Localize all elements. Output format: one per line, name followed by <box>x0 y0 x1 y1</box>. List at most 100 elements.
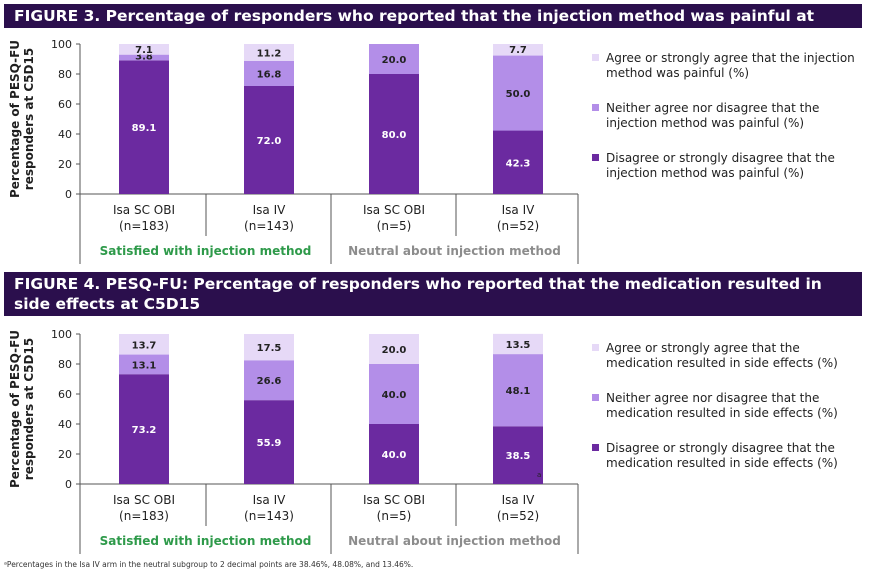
y-tick-label: 100 <box>51 38 72 51</box>
data-label: 42.3 <box>506 158 531 169</box>
category-label: Isa IV <box>253 203 286 217</box>
bar-segment-1 <box>119 54 169 61</box>
data-label: 55.9 <box>257 438 282 449</box>
bar-segment-1 <box>244 360 294 401</box>
legend-label: Agree or strongly agree that the medicati… <box>606 341 838 370</box>
y-tick-label: 80 <box>58 68 72 81</box>
bar-segment-2 <box>119 44 169 55</box>
data-label: 7.1 <box>135 45 153 56</box>
bar-segment-0 <box>369 74 419 194</box>
legend-label: Neither agree nor disagree that the injec… <box>606 101 819 130</box>
figure-4-title: FIGURE 4. PESQ-FU: Percentage of respond… <box>4 272 862 316</box>
bar-segment-1 <box>244 60 294 86</box>
category-label: Isa IV <box>502 203 535 217</box>
legend-swatch <box>592 104 599 111</box>
legend-label-line: Agree or strongly agree that the <box>606 341 800 355</box>
y-tick-label: 80 <box>58 358 72 371</box>
category-label: Isa IV <box>253 493 286 507</box>
legend-label-line: Disagree or strongly disagree that the <box>606 151 835 165</box>
data-label: 40.0 <box>382 450 407 461</box>
category-n-label: (n=143) <box>244 509 294 523</box>
data-label: 48.1 <box>506 386 531 397</box>
group-label: Satisfied with injection method <box>100 244 312 258</box>
bar-segment-2 <box>119 334 169 355</box>
category-label: Isa SC OBI <box>363 493 425 507</box>
bar-segment-0 <box>369 424 419 484</box>
category-n-label: (n=5) <box>377 219 412 233</box>
legend-label: Agree or strongly agree that the injecti… <box>606 51 855 80</box>
figure-3-chart: Percentage of PESQ-FUresponders at C5D15… <box>8 38 855 264</box>
category-label: Isa SC OBI <box>113 493 175 507</box>
legend-label: Disagree or strongly disagree that the in… <box>606 151 835 180</box>
bar-segment-2 <box>493 44 543 56</box>
legend-label-line: medication resulted in side effects (%) <box>606 356 838 370</box>
category-label: Isa IV <box>502 493 535 507</box>
data-label: 13.7 <box>132 340 157 351</box>
bar-segment-0 <box>493 130 543 194</box>
bar-segment-2 <box>244 334 294 361</box>
category-n-label: (n=52) <box>497 509 539 523</box>
data-label: 26.6 <box>257 376 282 387</box>
category-n-label: (n=52) <box>497 219 539 233</box>
legend-label-line: medication resulted in side effects (%) <box>606 406 838 420</box>
bar-segment-1 <box>119 354 169 375</box>
category-n-label: (n=143) <box>244 219 294 233</box>
legend-label-line: Agree or strongly agree that the injecti… <box>606 51 855 65</box>
bar-segment-1 <box>369 44 419 74</box>
y-tick-label: 40 <box>58 128 72 141</box>
legend-label-line: injection method was painful (%) <box>606 116 804 130</box>
legend-label-line: Disagree or strongly disagree that the <box>606 441 835 455</box>
bar-segment-0 <box>119 374 169 484</box>
bar-segment-0 <box>244 86 294 194</box>
footnote-marker: a <box>537 471 541 479</box>
data-label: 3.8 <box>135 51 153 62</box>
data-label: 50.0 <box>506 89 531 100</box>
group-label: Neutral about injection method <box>348 244 561 258</box>
legend-label-line: medication resulted in side effects (%) <box>606 456 838 470</box>
data-label: 17.5 <box>257 343 282 354</box>
y-tick-label: 20 <box>58 158 72 171</box>
data-label: 89.1 <box>132 123 157 134</box>
legend-label-line: method was painful (%) <box>606 66 749 80</box>
data-label: 13.5 <box>506 340 531 351</box>
y-tick-label: 20 <box>58 448 72 461</box>
legend-swatch <box>592 54 599 61</box>
legend-swatch <box>592 394 599 401</box>
category-n-label: (n=183) <box>119 219 169 233</box>
data-label: 73.2 <box>132 425 157 436</box>
legend-label-line: Neither agree nor disagree that the <box>606 391 819 405</box>
y-axis-label-line: responders at C5D15 <box>22 338 36 480</box>
y-axis-label-line: Percentage of PESQ-FU <box>8 40 22 198</box>
data-label: 80.0 <box>382 130 407 141</box>
y-axis-label-line: responders at C5D15 <box>22 48 36 190</box>
group-label: Satisfied with injection method <box>100 534 312 548</box>
bar-segment-2 <box>493 333 543 355</box>
data-label: 20.0 <box>382 345 407 356</box>
y-axis-label: Percentage of PESQ-FUresponders at C5D15 <box>8 40 36 198</box>
y-tick-label: 100 <box>51 328 72 341</box>
data-label: 38.5 <box>506 451 531 462</box>
y-axis-label: Percentage of PESQ-FUresponders at C5D15 <box>8 330 36 488</box>
bar-segment-1 <box>493 354 543 427</box>
category-n-label: (n=5) <box>377 509 412 523</box>
legend-swatch <box>592 344 599 351</box>
data-label: 13.1 <box>132 360 157 371</box>
bar-segment-1 <box>369 364 419 424</box>
data-label: 7.7 <box>509 45 527 56</box>
y-tick-label: 0 <box>65 478 72 491</box>
y-tick-label: 40 <box>58 418 72 431</box>
group-label: Neutral about injection method <box>348 534 561 548</box>
legend-swatch <box>592 154 599 161</box>
bar-segment-2 <box>244 44 294 61</box>
category-n-label: (n=183) <box>119 509 169 523</box>
data-label: 72.0 <box>257 136 282 147</box>
footnote: ᵃPercentages in the Isa IV arm in the ne… <box>4 560 414 569</box>
y-tick-label: 0 <box>65 188 72 201</box>
data-label: 16.8 <box>257 69 282 80</box>
legend-label: Disagree or strongly disagree that the me… <box>606 441 838 470</box>
legend-label-line: Neither agree nor disagree that the <box>606 101 819 115</box>
category-label: Isa SC OBI <box>363 203 425 217</box>
figure-3-title: FIGURE 3. Percentage of responders who r… <box>4 4 862 45</box>
legend-label-line: injection method was painful (%) <box>606 166 804 180</box>
category-label: Isa SC OBI <box>113 203 175 217</box>
